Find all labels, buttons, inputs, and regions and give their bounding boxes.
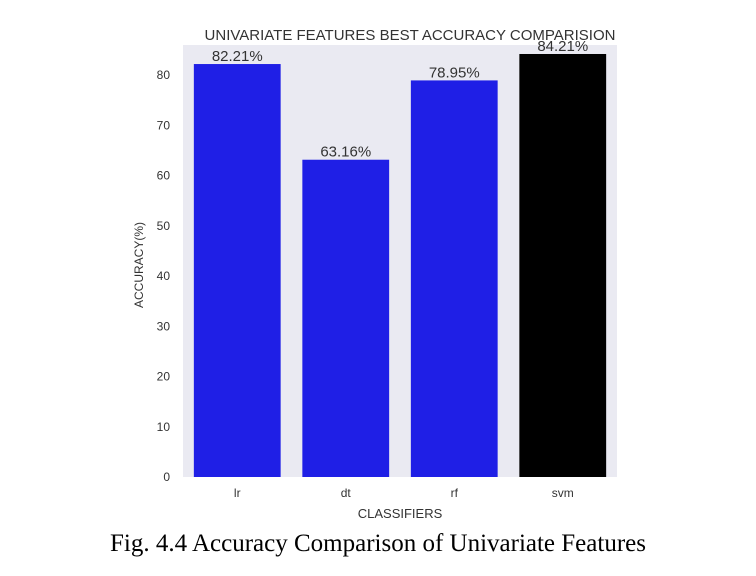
- bar-svm: [519, 53, 607, 477]
- bars: [193, 53, 607, 478]
- data-labels: 82.21% 63.16% 78.95% 84.21%: [212, 38, 588, 161]
- bar-rf: [410, 80, 498, 478]
- y-tick-label: 30: [157, 319, 171, 333]
- y-tick-label: 10: [157, 420, 171, 434]
- y-tick-label: 80: [157, 68, 171, 82]
- bar-dt: [302, 159, 390, 478]
- y-axis-ticks: 0 10 20 30 40 50 60 70 80: [157, 68, 171, 484]
- x-axis-ticks: lr dt rf svm: [234, 486, 574, 500]
- y-tick-label: 70: [157, 118, 171, 132]
- y-tick-label: 40: [157, 269, 171, 283]
- chart-title: UNIVARIATE FEATURES BEST ACCURACY COMPAR…: [205, 27, 616, 44]
- data-label: 63.16%: [320, 144, 371, 161]
- y-tick-label: 50: [157, 219, 171, 233]
- figure-caption: Fig. 4.4 Accuracy Comparison of Univaria…: [110, 530, 646, 557]
- y-tick-label: 60: [157, 169, 171, 183]
- bar-chart: UNIVARIATE FEATURES BEST ACCURACY COMPAR…: [132, 27, 617, 521]
- y-axis-label: ACCURACY(%): [132, 222, 146, 308]
- x-tick-label: dt: [341, 486, 352, 500]
- x-tick-label: lr: [234, 486, 241, 500]
- data-label: 84.21%: [537, 38, 588, 55]
- data-label: 78.95%: [429, 64, 480, 81]
- y-tick-label: 20: [157, 370, 171, 384]
- x-axis-label: CLASSIFIERS: [358, 506, 443, 521]
- x-tick-label: rf: [451, 486, 459, 500]
- y-tick-label: 0: [163, 470, 170, 484]
- x-tick-label: svm: [552, 486, 574, 500]
- bar-lr: [193, 64, 281, 477]
- data-label: 82.21%: [212, 48, 263, 65]
